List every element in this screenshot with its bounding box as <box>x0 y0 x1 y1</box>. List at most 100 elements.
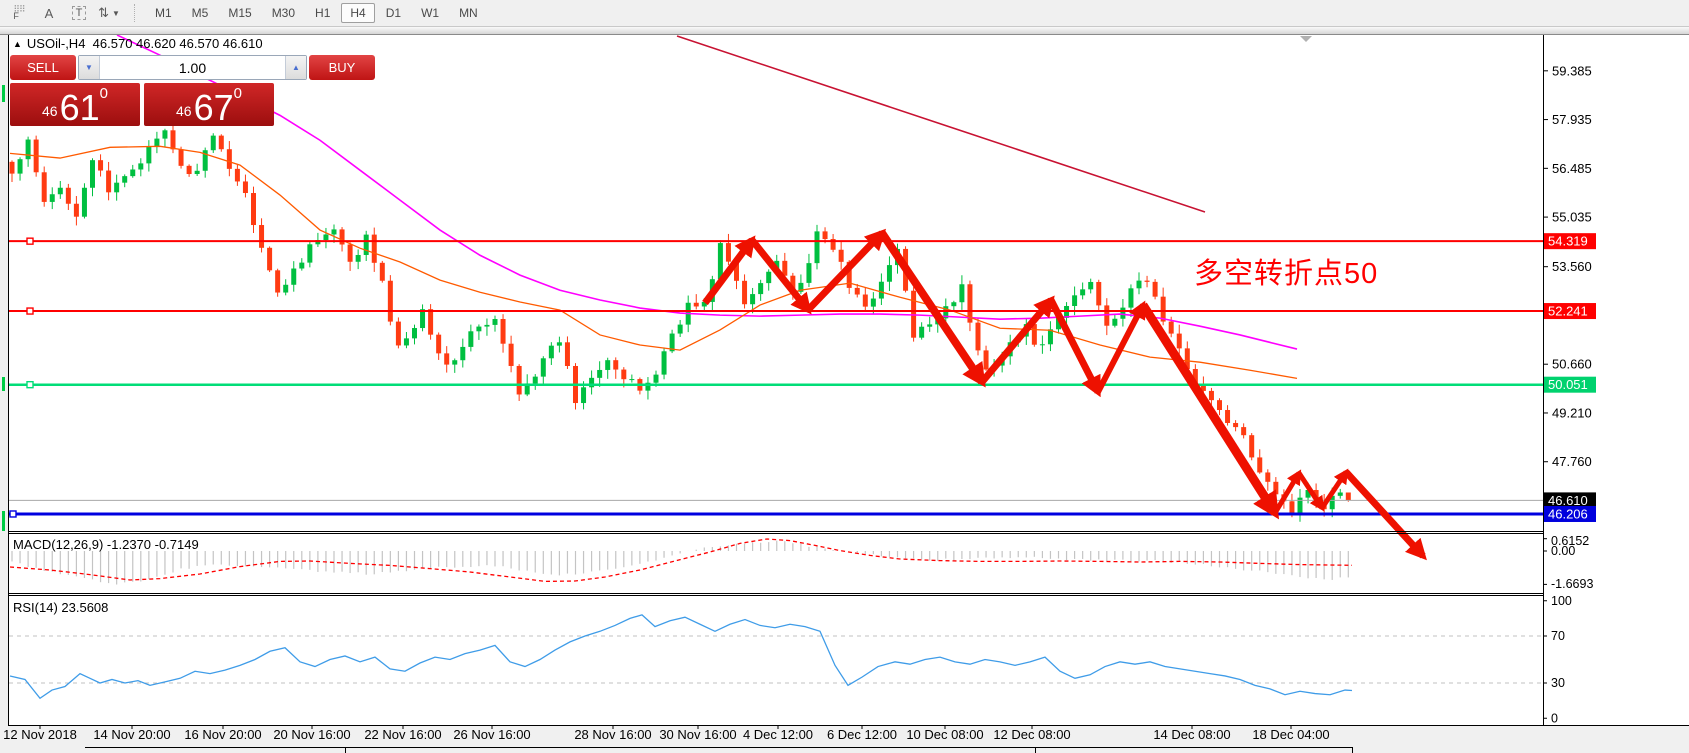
date-tick-label: 12 Nov 2018 <box>3 727 77 742</box>
timeframe-button-d1[interactable]: D1 <box>385 6 402 20</box>
trend-arrow[interactable] <box>878 230 986 388</box>
timeframe-button-h4[interactable]: H4 <box>341 3 375 23</box>
buy-button[interactable]: BUY <box>309 55 375 80</box>
trend-arrow[interactable] <box>1343 469 1427 561</box>
rsi-line <box>9 614 1353 700</box>
volume-decrease-button[interactable]: ▼ <box>79 56 100 79</box>
buy-price-display[interactable]: 46 67 0 <box>144 83 274 126</box>
indicator-grid-icon[interactable]: ⠿⠿ F <box>13 4 25 21</box>
price-tick-label: 47.760 <box>1552 454 1592 469</box>
price-badge-label: 50.051 <box>1548 377 1588 392</box>
price-badge-label: 46.206 <box>1548 506 1588 521</box>
trend-arrow[interactable] <box>1319 468 1349 510</box>
rsi-scale-label: 30 <box>1551 676 1565 690</box>
trend-arrow[interactable] <box>1296 471 1325 512</box>
timeframe-button-mn[interactable]: MN <box>459 6 478 20</box>
macd-signal-line <box>9 538 1353 583</box>
sell-price-display[interactable]: 46 61 0 <box>10 83 140 126</box>
trend-arrow[interactable] <box>979 295 1055 385</box>
timeframe-button-m1[interactable]: M1 <box>155 6 172 20</box>
ma-fast-orange <box>9 145 1298 379</box>
text-box-icon[interactable]: T <box>68 3 90 23</box>
rsi-indicator-label: RSI(14) 23.5608 <box>13 600 109 615</box>
macd-scale-label: 0.6152 <box>1551 534 1589 548</box>
trend-arrow[interactable] <box>1272 469 1302 515</box>
timeframe-button-m30[interactable]: M30 <box>271 6 296 20</box>
volume-input[interactable] <box>100 56 285 79</box>
chart-annotation-text: 多空转折点50 <box>1194 258 1379 290</box>
timeframe-button-w1[interactable]: W1 <box>421 6 440 20</box>
price-badge <box>1544 376 1596 393</box>
objects-list-icon[interactable]: ⇅ ▼ <box>98 5 120 20</box>
date-tick-label: 10 Dec 08:00 <box>906 727 983 742</box>
sell-button[interactable]: SELL <box>10 55 76 80</box>
toolbar-separator <box>134 4 136 22</box>
rsi-scale-label: 0 <box>1551 711 1558 725</box>
price-tick-label: 57.935 <box>1552 112 1592 127</box>
timeframe-group: M1 M5 M15 M30 H1 H4 D1 W1 MN <box>146 3 489 23</box>
date-tick-label: 20 Nov 16:00 <box>273 727 350 742</box>
timeframe-button-h1[interactable]: H1 <box>315 6 331 20</box>
scroll-to-end-icon[interactable] <box>1300 36 1312 42</box>
date-tick-label: 18 Dec 04:00 <box>1252 727 1329 742</box>
rsi-panel <box>9 614 1542 700</box>
price-tick-label: 59.385 <box>1552 63 1592 78</box>
volume-increase-button[interactable]: ▲ <box>285 56 306 79</box>
chevron-down-icon: ▼ <box>111 8 120 18</box>
horizontal-level-lines <box>8 237 1543 518</box>
trend-arrow[interactable] <box>1047 298 1102 398</box>
timeframe-button-m15[interactable]: M15 <box>228 6 252 20</box>
one-click-trade-panel: SELL ▼ ▲ BUY 46 61 0 46 67 0 <box>10 55 375 126</box>
descending-trendline[interactable] <box>676 35 1206 213</box>
chart-background <box>8 33 1689 725</box>
date-tick-label: 28 Nov 16:00 <box>574 727 651 742</box>
date-tick-label: 30 Nov 16:00 <box>659 727 736 742</box>
macd-indicator-label: MACD(12,26,9) -1.2370 -0.7149 <box>13 537 199 552</box>
price-tick-label: 56.485 <box>1552 161 1592 176</box>
trend-arrow[interactable] <box>702 235 756 306</box>
symbol-label: USOil-,H4 <box>26 36 86 51</box>
panel-borders <box>0 33 1689 726</box>
date-tick-label: 26 Nov 16:00 <box>453 727 530 742</box>
date-tick-label: 22 Nov 16:00 <box>364 727 441 742</box>
price-badge-label: 46.610 <box>1548 493 1588 508</box>
hline-handle[interactable] <box>26 307 34 315</box>
candlesticks <box>9 34 1351 522</box>
date-tick-label: 4 Dec 12:00 <box>743 727 813 742</box>
trend-arrows <box>702 228 1427 561</box>
price-badge-label: 54.319 <box>1548 234 1588 249</box>
macd-scale-label: 0.00 <box>1551 544 1575 558</box>
price-tick-label: 55.035 <box>1552 210 1592 225</box>
price-tick-label: 53.560 <box>1552 259 1592 274</box>
macd-panel <box>9 538 1353 585</box>
trend-arrow[interactable] <box>1095 300 1146 394</box>
price-badge <box>1544 233 1596 250</box>
trend-arrow[interactable] <box>805 228 887 313</box>
price-badge-label: 52.241 <box>1548 304 1588 319</box>
price-tick-label: 49.210 <box>1552 405 1592 420</box>
trend-arrow[interactable] <box>1139 302 1280 520</box>
ma-slow-magenta <box>116 34 1298 350</box>
toolbar: ⠿⠿ F A T ⇅ ▼ M1 M5 M15 M30 H1 H4 D1 W1 MN <box>0 0 1689 26</box>
price-badge <box>1544 303 1596 320</box>
hline-handle[interactable] <box>26 237 34 245</box>
quote-values: 46.570 46.620 46.570 46.610 <box>92 36 263 51</box>
trend-arrow[interactable] <box>749 237 812 315</box>
date-tick-label: 6 Dec 12:00 <box>827 727 897 742</box>
date-tick-label: 12 Dec 08:00 <box>993 727 1070 742</box>
window-chrome-strip <box>0 26 1689 35</box>
collapse-triangle-icon[interactable]: ▲ <box>13 39 22 49</box>
date-tick-label: 14 Dec 08:00 <box>1153 727 1230 742</box>
hline-handle[interactable] <box>9 510 17 518</box>
time-scale[interactable]: 12 Nov 2018 14 Nov 20:00 16 Nov 20:00 20 No… <box>3 725 1330 742</box>
hline-handle[interactable] <box>26 380 34 389</box>
price-badge <box>1544 492 1596 509</box>
macd-scale-label: -1.6693 <box>1551 577 1593 591</box>
text-label-icon[interactable]: A <box>44 5 54 21</box>
date-tick-label: 14 Nov 20:00 <box>93 727 170 742</box>
rsi-scale-label: 70 <box>1551 629 1565 643</box>
price-scale[interactable]: 59.385 57.935 56.485 55.035 53.560 50.660 49.2… <box>1543 63 1596 725</box>
timeframe-button-m5[interactable]: M5 <box>191 6 209 20</box>
price-tick-label: 50.660 <box>1552 357 1592 372</box>
